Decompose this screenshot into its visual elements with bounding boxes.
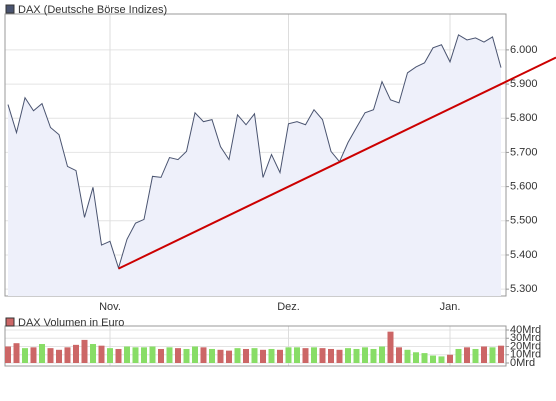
bar [481,346,487,363]
bar [115,348,122,363]
bar [294,347,300,363]
bar [64,347,71,363]
bar [251,348,258,363]
bar [183,348,190,363]
bar [56,349,62,363]
bar [90,344,96,363]
bar [345,348,351,363]
bar [268,348,275,363]
bar [430,355,436,363]
bar [22,348,28,363]
y-tick-label: 5.700 [510,146,538,158]
bar [141,347,147,363]
bar [209,348,215,363]
y-tick-label: 30Mrd [510,332,541,344]
bar [73,344,79,363]
bar [234,348,241,363]
bar [421,353,428,363]
bar [107,348,113,363]
y-tick-label: 6.000 [510,44,538,56]
legend-label: DAX Volumen in Euro [18,317,124,329]
bar [149,346,156,363]
bar [277,349,283,363]
bar [132,347,139,363]
bar [192,346,198,363]
x-tick-label: Jan. [440,301,461,313]
bar [124,346,130,363]
x-tick-label: Dez. [277,301,300,313]
bar [328,348,334,363]
y-tick-label: 5.800 [510,112,538,124]
y-tick-label: 5.300 [510,283,538,295]
bar [447,354,453,363]
bar [200,347,207,363]
bar [30,347,37,363]
bar [455,348,462,363]
trend-line [118,56,556,270]
bar [166,347,173,363]
bar [13,343,20,363]
bar [353,348,360,363]
line [7,34,502,270]
bar [5,346,11,363]
bar [158,348,164,363]
bar [336,349,343,363]
bar [217,349,224,363]
bar [489,347,496,363]
bar [311,347,317,363]
bar [260,349,266,363]
bar [81,339,88,363]
bar [47,348,54,363]
bar [243,348,249,363]
bar [362,347,368,363]
bar [464,347,470,363]
bar [319,348,326,363]
y-tick-label: 5.600 [510,181,538,193]
y-tick-label: 10Mrd [510,349,541,361]
bar [175,348,181,363]
bar [370,348,377,363]
bar [472,348,479,363]
y-tick-label: 40Mrd [510,324,541,336]
bar [39,344,45,363]
y-tick-label: 0Mrd [510,357,535,369]
bar [98,345,105,363]
y-tick-label: 5.900 [510,78,538,90]
y-tick-label: 5.400 [510,249,538,261]
bar [498,345,504,363]
area-fill [8,34,501,296]
legend-label: DAX (Deutsche Börse Indizes) [18,4,167,16]
y-tick-label: 5.500 [510,215,538,227]
bar [226,350,232,363]
bar [379,346,385,363]
legend-swatch [5,317,15,327]
x-tick-label: Nov. [99,301,121,313]
y-tick-label: 20Mrd [510,340,541,352]
bar [387,331,394,363]
bar [438,356,445,363]
bar [285,347,292,363]
legend-swatch [5,4,15,14]
bar [302,348,309,363]
bar [413,352,419,363]
bar [396,347,402,363]
bar [404,349,411,363]
